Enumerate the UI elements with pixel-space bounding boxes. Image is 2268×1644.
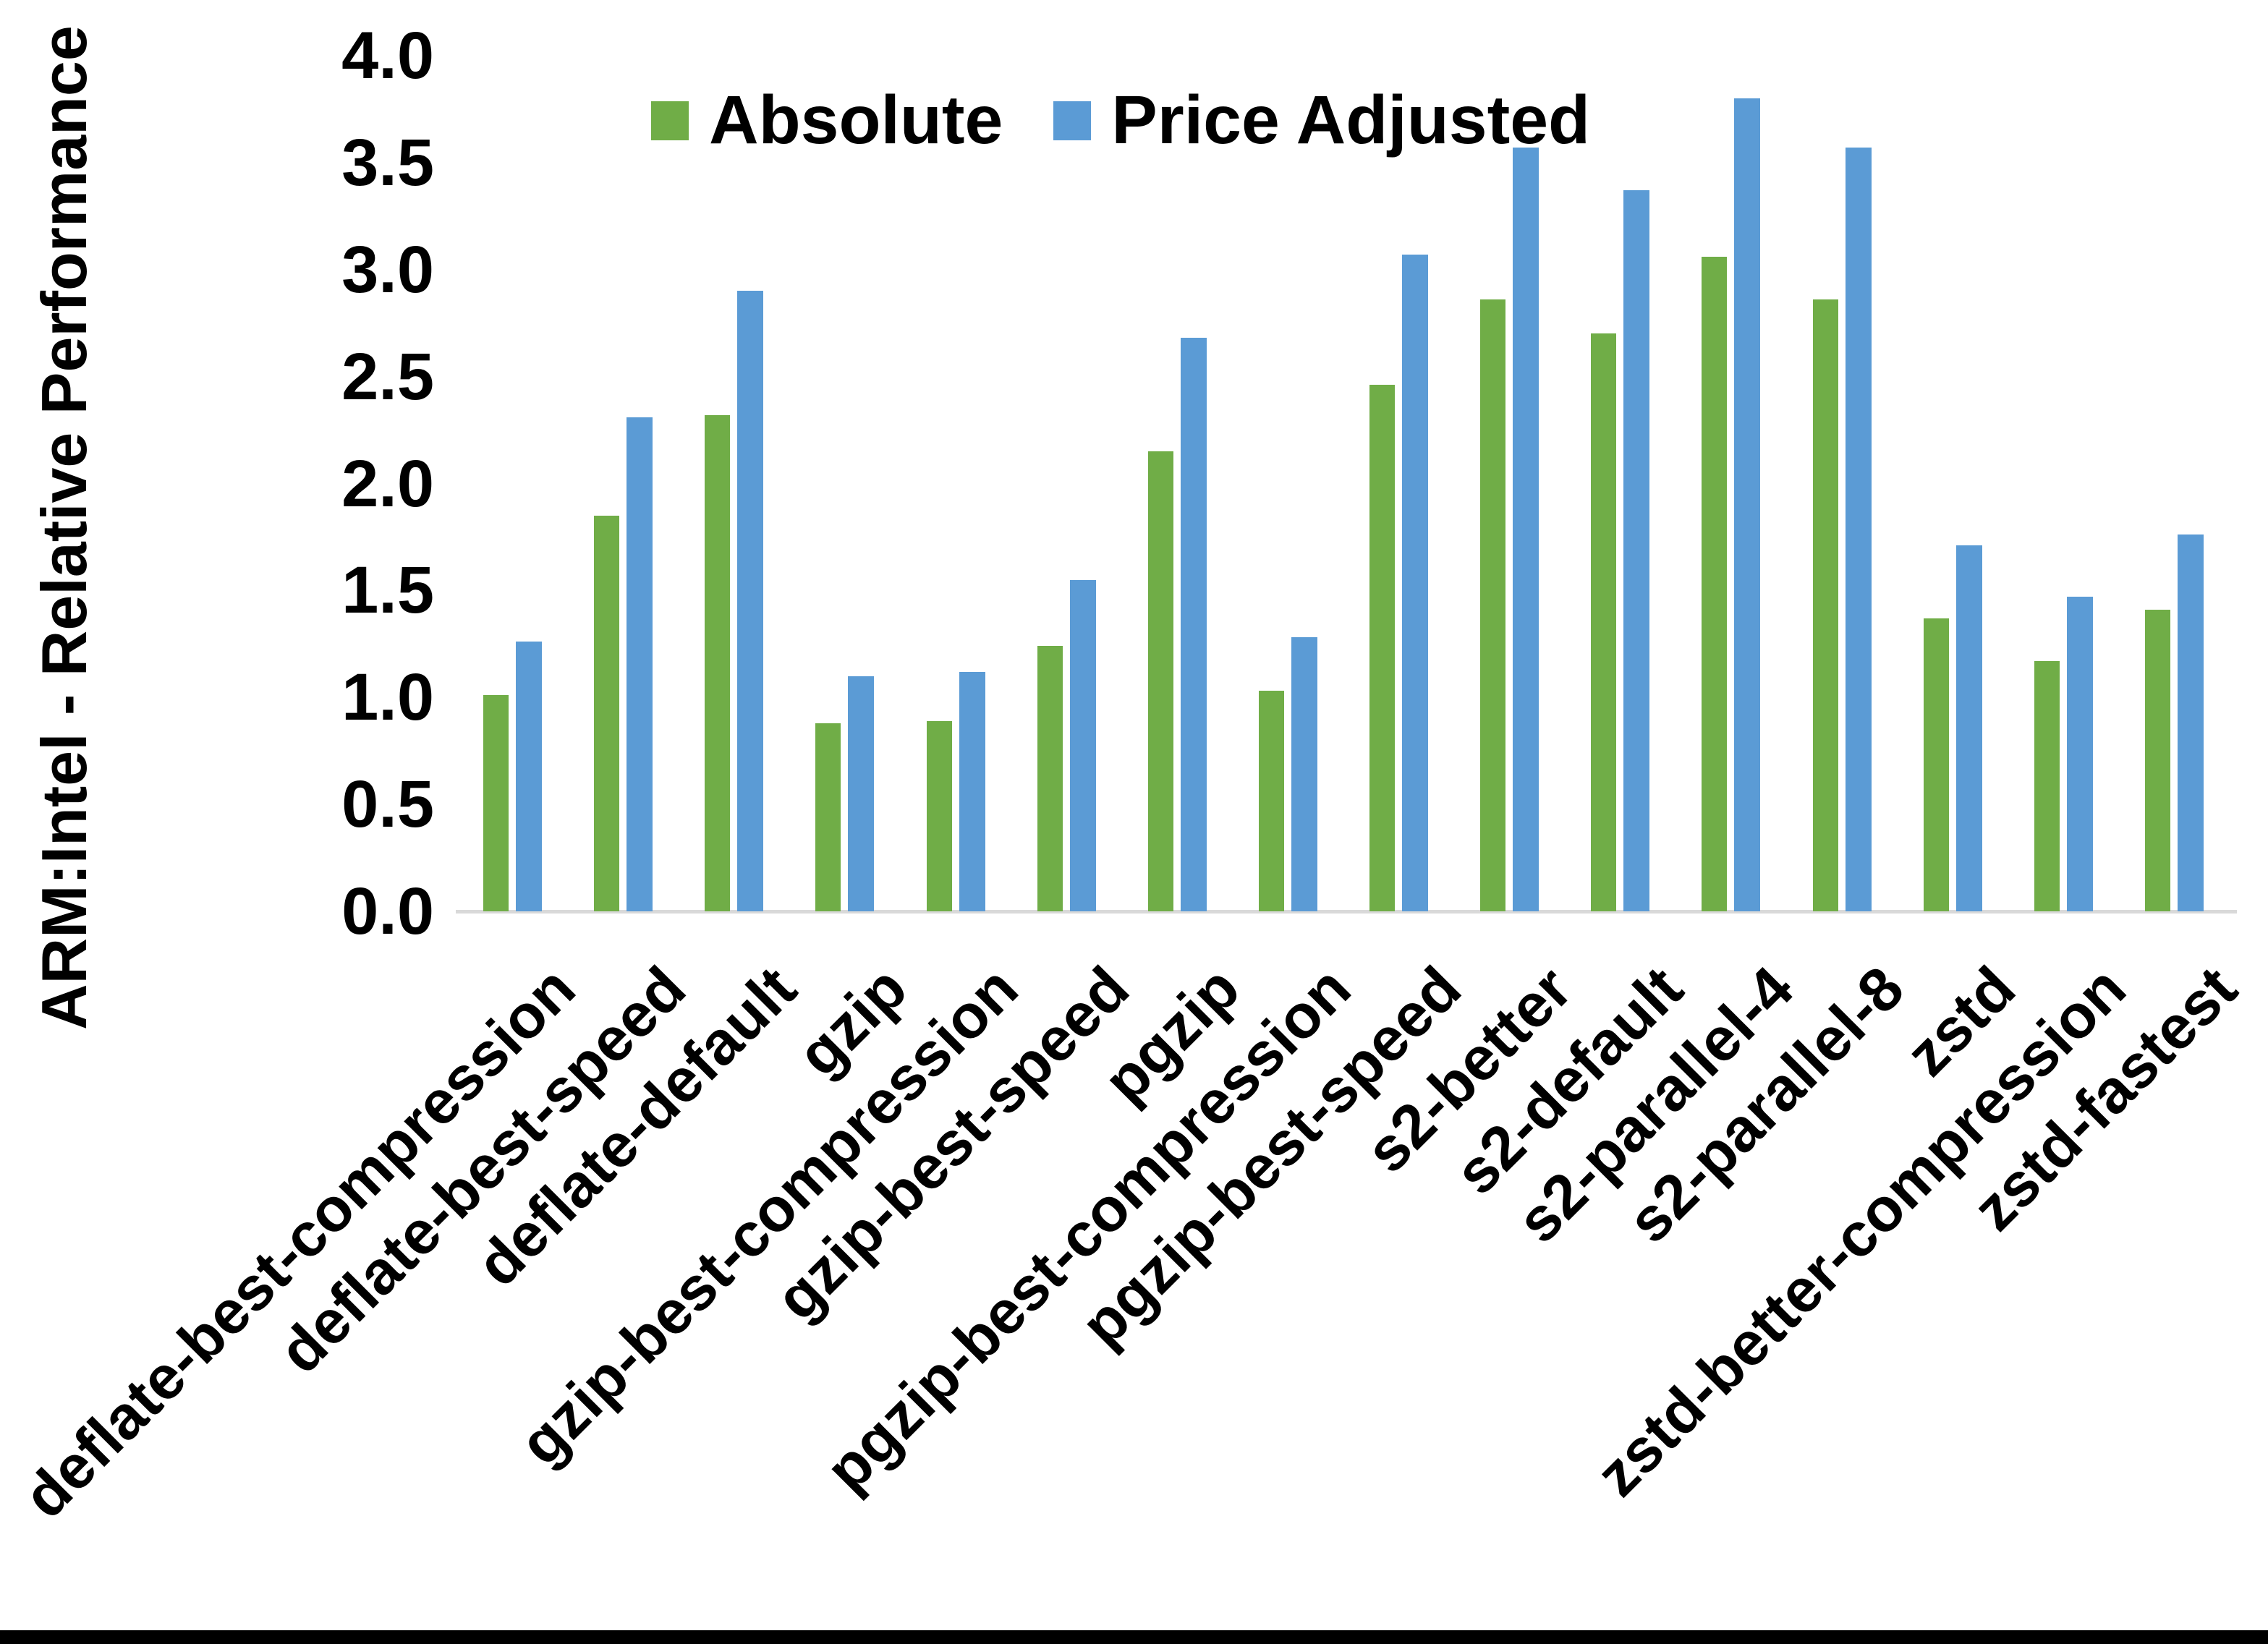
bottom-border [0,1630,2268,1644]
bar-absolute-pgzip [1148,451,1173,911]
y-tick-0.5: 0.5 [341,767,434,842]
y-tick-1.5: 1.5 [341,553,434,628]
bar-absolute-pgzip-best-compression [1259,691,1284,911]
bar-absolute-gzip-best-compression [927,721,952,911]
bar-price-adjusted-gzip-best-speed [1070,580,1096,911]
bar-absolute-s2-parallel-8 [1813,299,1838,911]
bar-price-adjusted-pgzip-best-speed [1402,255,1428,911]
bar-absolute-s2-parallel-4 [1702,257,1727,911]
bar-price-adjusted-pgzip-best-compression [1291,637,1317,911]
bar-price-adjusted-deflate-best-compression [516,642,542,911]
legend-swatch-absolute [651,101,689,140]
legend-item-price-adjusted: Price Adjusted [1053,81,1590,160]
x-axis-line [456,910,2237,913]
y-tick-4.0: 4.0 [341,19,434,93]
bar-price-adjusted-pgzip [1181,338,1207,911]
legend: Absolute Price Adjusted [651,81,1590,160]
bar-absolute-deflate-best-compression [483,695,509,911]
legend-swatch-price-adjusted [1053,101,1092,140]
bar-price-adjusted-zstd [1956,545,1982,911]
bar-absolute-zstd-better-compression [2034,661,2060,911]
bar-absolute-s2-default [1591,333,1616,911]
bar-price-adjusted-s2-parallel-8 [1846,148,1872,911]
bar-price-adjusted-s2-parallel-4 [1734,98,1760,911]
bar-price-adjusted-gzip [848,676,874,911]
y-tick-3.0: 3.0 [341,232,434,307]
bar-absolute-gzip-best-speed [1037,646,1063,911]
bar-absolute-pgzip-best-speed [1369,385,1395,911]
legend-label-absolute: Absolute [709,82,1003,158]
bar-price-adjusted-s2-better [1513,148,1539,911]
bar-absolute-deflate-default [705,415,730,911]
y-axis-title: ARM:Intel - Relative Performance [28,25,100,1031]
bar-absolute-gzip [815,723,841,911]
legend-label-price-adjusted: Price Adjusted [1111,82,1591,158]
bar-price-adjusted-zstd-better-compression [2067,597,2093,911]
bar-price-adjusted-gzip-best-compression [959,672,985,911]
y-tick-2.0: 2.0 [341,446,434,521]
y-tick-3.5: 3.5 [341,125,434,200]
bar-price-adjusted-deflate-default [737,291,763,911]
bar-price-adjusted-deflate-best-speed [627,417,653,911]
bar-absolute-zstd-fastest [2145,610,2170,911]
bar-absolute-s2-better [1480,299,1505,911]
y-tick-2.5: 2.5 [341,339,434,414]
bar-absolute-zstd [1924,618,1949,911]
y-tick-0.0: 0.0 [341,874,434,948]
bar-price-adjusted-s2-default [1623,190,1649,911]
bar-absolute-deflate-best-speed [594,516,619,911]
bar-price-adjusted-zstd-fastest [2178,534,2204,911]
legend-item-absolute: Absolute [651,81,1003,160]
y-tick-1.0: 1.0 [341,660,434,735]
